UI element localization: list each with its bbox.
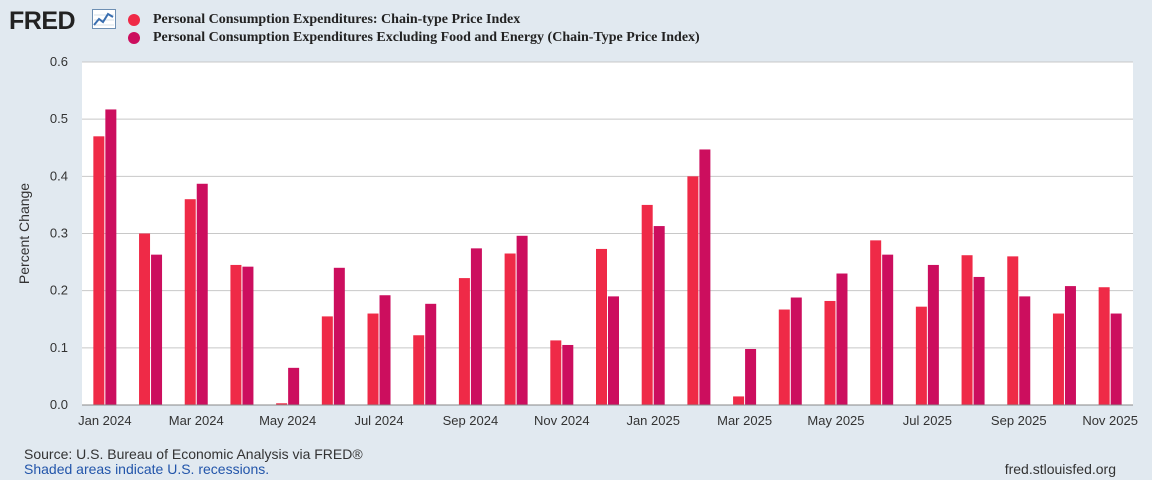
bar-series-1-apr-2024 bbox=[230, 264, 242, 405]
bar-series-2-mar-2024 bbox=[196, 183, 208, 405]
x-tick-label: Mar 2025 bbox=[717, 413, 772, 428]
bar-series-2-aug-2024 bbox=[425, 303, 437, 405]
bar-series-1-dec-2024 bbox=[596, 248, 607, 405]
bar-series-2-sep-2025 bbox=[1019, 296, 1031, 405]
y-axis-title: Percent Change bbox=[16, 183, 32, 284]
bar-series-1-aug-2024 bbox=[413, 335, 425, 405]
bar-series-2-dec-2024 bbox=[608, 296, 619, 405]
x-tick-label: Jan 2025 bbox=[626, 413, 680, 428]
bar-series-2-jun-2025 bbox=[882, 254, 894, 405]
y-tick-label: 0.3 bbox=[50, 226, 68, 241]
x-tick-label: Jan 2024 bbox=[78, 413, 132, 428]
bar-series-2-feb-2024 bbox=[151, 254, 163, 405]
bar-series-1-jan-2025 bbox=[641, 204, 653, 405]
bar-series-1-mar-2025 bbox=[733, 396, 745, 405]
bar-series-2-mar-2025 bbox=[745, 348, 757, 405]
bar-series-1-jun-2024 bbox=[321, 316, 333, 405]
x-tick-label: Sep 2024 bbox=[443, 413, 499, 428]
bar-series-2-oct-2024 bbox=[516, 235, 528, 405]
bar-series-1-sep-2025 bbox=[1007, 256, 1019, 405]
x-tick-label: Mar 2024 bbox=[169, 413, 224, 428]
bar-series-1-oct-2025 bbox=[1052, 313, 1064, 405]
bar-series-2-jul-2024 bbox=[379, 295, 391, 405]
x-tick-label: Jul 2025 bbox=[903, 413, 952, 428]
bar-series-2-may-2024 bbox=[288, 367, 300, 405]
bar-series-1-nov-2024 bbox=[550, 340, 562, 405]
bar-series-2-sep-2024 bbox=[470, 248, 482, 405]
bar-series-1-may-2025 bbox=[824, 300, 836, 405]
legend-label-series-1: Personal Consumption Expenditures: Chain… bbox=[153, 12, 521, 27]
legend-marker-series-2 bbox=[128, 32, 140, 44]
y-tick-label: 0.6 bbox=[50, 54, 68, 69]
x-tick-label: Nov 2025 bbox=[1082, 413, 1138, 428]
fred-url-link[interactable]: fred.stlouisfed.org bbox=[1004, 461, 1116, 477]
bar-series-2-feb-2025 bbox=[699, 149, 711, 405]
recession-note: Shaded areas indicate U.S. recessions. bbox=[24, 461, 270, 477]
x-tick-label: Sep 2025 bbox=[991, 413, 1047, 428]
y-tick-label: 0.0 bbox=[50, 397, 68, 412]
legend-marker-series-1 bbox=[128, 14, 140, 26]
bar-series-1-feb-2025 bbox=[687, 176, 699, 405]
legend-item-series-2[interactable]: Personal Consumption Expenditures Exclud… bbox=[128, 29, 700, 47]
bar-series-1-feb-2024 bbox=[139, 233, 151, 405]
line-chart-icon bbox=[92, 9, 116, 34]
bar-series-1-oct-2024 bbox=[504, 253, 516, 405]
bar-series-2-jun-2024 bbox=[333, 267, 345, 405]
bar-series-2-jan-2024 bbox=[105, 109, 117, 405]
x-tick-label: Jul 2024 bbox=[354, 413, 403, 428]
bar-series-1-jun-2025 bbox=[870, 240, 882, 405]
bar-series-1-sep-2024 bbox=[458, 278, 470, 405]
bar-series-1-jul-2024 bbox=[367, 313, 379, 405]
bar-series-2-apr-2025 bbox=[790, 297, 802, 405]
bar-series-2-jan-2025 bbox=[653, 226, 665, 405]
fred-logo[interactable]: FRED bbox=[9, 7, 76, 35]
bar-series-1-mar-2024 bbox=[184, 199, 196, 405]
bar-series-1-jan-2024 bbox=[93, 136, 105, 406]
bar-series-2-apr-2024 bbox=[242, 266, 254, 405]
chart-legend: Personal Consumption Expenditures: Chain… bbox=[128, 11, 700, 47]
x-tick-label: May 2024 bbox=[259, 413, 316, 428]
bar-series-2-jul-2025 bbox=[927, 264, 939, 405]
bar-series-1-aug-2025 bbox=[961, 255, 973, 405]
bar-series-2-nov-2024 bbox=[562, 344, 574, 405]
legend-item-series-1[interactable]: Personal Consumption Expenditures: Chain… bbox=[128, 11, 700, 29]
y-tick-label: 0.2 bbox=[50, 283, 68, 298]
bar-series-2-oct-2025 bbox=[1064, 286, 1076, 405]
bar-series-2-may-2025 bbox=[836, 273, 848, 405]
bar-series-1-nov-2025 bbox=[1098, 287, 1110, 405]
y-tick-label: 0.5 bbox=[50, 111, 68, 126]
header: FRED Personal Consumption Expenditures: … bbox=[0, 0, 1152, 52]
bar-series-1-apr-2025 bbox=[778, 309, 790, 405]
bar-series-1-jul-2025 bbox=[915, 306, 927, 405]
legend-label-series-2: Personal Consumption Expenditures Exclud… bbox=[153, 30, 700, 45]
x-tick-label: Nov 2024 bbox=[534, 413, 590, 428]
source-note: Source: U.S. Bureau of Economic Analysis… bbox=[24, 446, 363, 462]
bar-series-2-aug-2025 bbox=[973, 276, 985, 405]
bar-series-2-nov-2025 bbox=[1110, 313, 1122, 405]
y-tick-label: 0.1 bbox=[50, 340, 68, 355]
bar-series-1-may-2024 bbox=[276, 403, 288, 405]
x-tick-label: May 2025 bbox=[807, 413, 864, 428]
y-tick-label: 0.4 bbox=[50, 168, 68, 183]
